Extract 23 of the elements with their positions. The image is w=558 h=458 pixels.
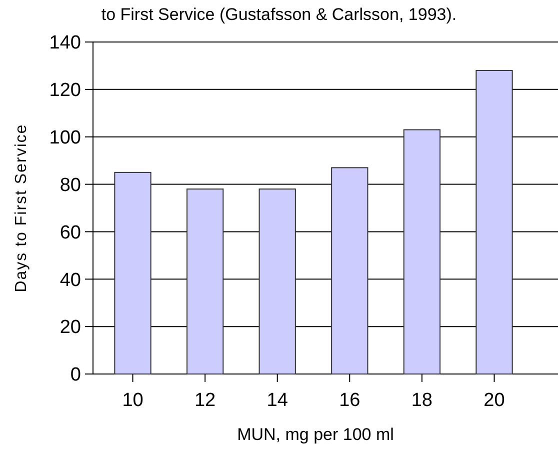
x-tick-label: 16 (339, 390, 360, 411)
y-tick-label: 80 (60, 174, 81, 196)
y-tick-label: 60 (60, 222, 81, 244)
y-tick-label: 120 (49, 80, 81, 102)
y-tick-label: 20 (60, 317, 81, 338)
x-tick-label: 10 (122, 390, 144, 411)
x-tick-label: 20 (484, 390, 505, 411)
bar (476, 70, 513, 374)
y-tick-label: 140 (49, 32, 81, 54)
y-axis-title: Days to First Service (13, 124, 30, 292)
bar (403, 129, 441, 374)
bar (186, 188, 224, 374)
y-tick-label: 100 (49, 128, 81, 149)
x-tick-label: 14 (266, 390, 288, 411)
y-tick-label: 40 (60, 270, 81, 291)
bar (114, 172, 152, 374)
y-tick-label: 0 (70, 364, 81, 386)
chart-title: to First Service (Gustafsson & Carlsson, 1993). (101, 5, 457, 24)
bar (331, 167, 368, 374)
bar (258, 188, 296, 374)
x-tick-label: 18 (411, 390, 433, 411)
x-tick-label: 12 (194, 390, 216, 411)
x-axis-title: MUN, mg per 100 ml (237, 425, 394, 444)
